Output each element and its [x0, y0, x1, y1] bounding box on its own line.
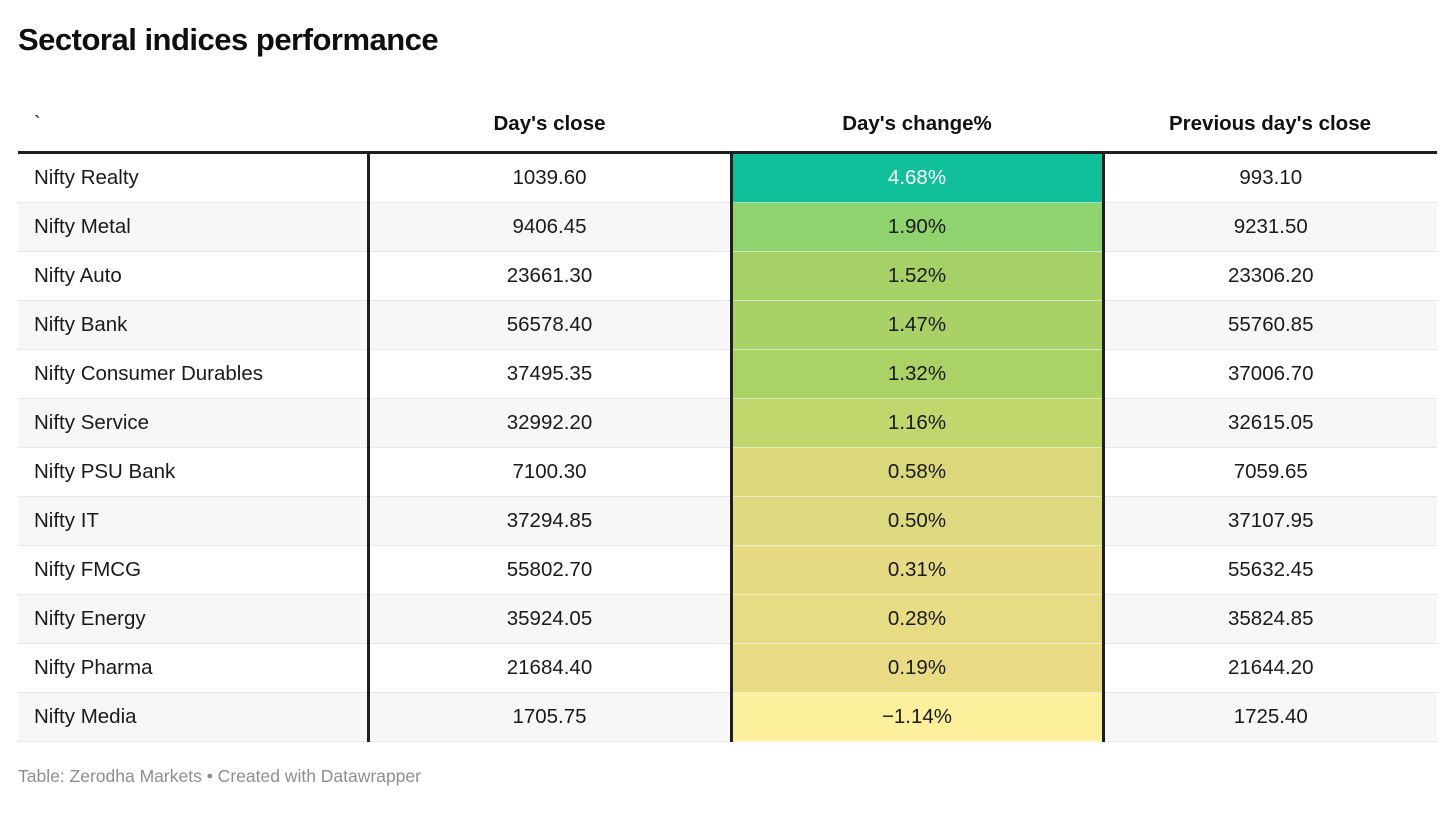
- days-change-cell: 1.47%: [729, 300, 1105, 350]
- column-header-index: `: [18, 104, 368, 154]
- days-change-cell: 1.90%: [729, 202, 1105, 252]
- table-row: Nifty Metal 9406.45 1.90% 9231.50: [18, 202, 1437, 252]
- days-change-cell: 1.52%: [729, 251, 1105, 301]
- previous-close-cell: 993.10: [1103, 152, 1437, 203]
- column-header-days-change: Day's change%: [731, 104, 1103, 154]
- table-row: Nifty Consumer Durables 37495.35 1.32% 3…: [18, 349, 1437, 399]
- days-close-cell: 1705.75: [368, 692, 731, 742]
- days-change-cell: −1.14%: [729, 692, 1105, 742]
- table-row: Nifty Service 32992.20 1.16% 32615.05: [18, 398, 1437, 448]
- days-close-cell: 21684.40: [368, 643, 731, 693]
- days-change-cell: 1.16%: [729, 398, 1105, 448]
- days-close-cell: 9406.45: [368, 202, 731, 252]
- previous-close-cell: 55760.85: [1103, 300, 1437, 350]
- previous-close-cell: 1725.40: [1103, 692, 1437, 742]
- previous-close-cell: 55632.45: [1103, 545, 1437, 595]
- table-row: Nifty Bank 56578.40 1.47% 55760.85: [18, 300, 1437, 350]
- days-close-cell: 32992.20: [368, 398, 731, 448]
- previous-close-cell: 35824.85: [1103, 594, 1437, 644]
- table-row: Nifty FMCG 55802.70 0.31% 55632.45: [18, 545, 1437, 595]
- table-body: Nifty Realty 1039.60 4.68% 993.10 Nifty …: [18, 152, 1437, 742]
- days-change-cell: 0.31%: [729, 545, 1105, 595]
- table-row: Nifty Energy 35924.05 0.28% 35824.85: [18, 594, 1437, 644]
- table-row: Nifty PSU Bank 7100.30 0.58% 7059.65: [18, 447, 1437, 497]
- table-row: Nifty Auto 23661.30 1.52% 23306.20: [18, 251, 1437, 301]
- previous-close-cell: 23306.20: [1103, 251, 1437, 301]
- previous-close-cell: 9231.50: [1103, 202, 1437, 252]
- index-name-cell: Nifty Auto: [18, 251, 370, 301]
- days-close-cell: 37294.85: [368, 496, 731, 546]
- days-close-cell: 7100.30: [368, 447, 731, 497]
- index-name-cell: Nifty IT: [18, 496, 370, 546]
- previous-close-cell: 37006.70: [1103, 349, 1437, 399]
- column-header-previous-close: Previous day's close: [1103, 104, 1437, 154]
- previous-close-cell: 7059.65: [1103, 447, 1437, 497]
- days-change-cell: 0.50%: [729, 496, 1105, 546]
- column-header-days-close: Day's close: [368, 104, 731, 154]
- index-name-cell: Nifty Energy: [18, 594, 370, 644]
- table-header-row: ` Day's close Day's change% Previous day…: [18, 104, 1437, 154]
- days-close-cell: 55802.70: [368, 545, 731, 595]
- days-close-cell: 1039.60: [368, 152, 731, 203]
- table-row: Nifty Pharma 21684.40 0.19% 21644.20: [18, 643, 1437, 693]
- days-close-cell: 35924.05: [368, 594, 731, 644]
- sectoral-indices-table: ` Day's close Day's change% Previous day…: [18, 104, 1437, 742]
- page-title: Sectoral indices performance: [18, 22, 439, 57]
- table-row: Nifty Realty 1039.60 4.68% 993.10: [18, 152, 1437, 203]
- index-name-cell: Nifty PSU Bank: [18, 447, 370, 497]
- days-change-cell: 0.19%: [729, 643, 1105, 693]
- days-close-cell: 37495.35: [368, 349, 731, 399]
- index-name-cell: Nifty Bank: [18, 300, 370, 350]
- days-close-cell: 23661.30: [368, 251, 731, 301]
- index-name-cell: Nifty Pharma: [18, 643, 370, 693]
- table-credit: Table: Zerodha Markets • Created with Da…: [18, 766, 421, 786]
- previous-close-cell: 21644.20: [1103, 643, 1437, 693]
- index-name-cell: Nifty Media: [18, 692, 370, 742]
- index-name-cell: Nifty Consumer Durables: [18, 349, 370, 399]
- index-name-cell: Nifty Service: [18, 398, 370, 448]
- index-name-cell: Nifty FMCG: [18, 545, 370, 595]
- days-close-cell: 56578.40: [368, 300, 731, 350]
- previous-close-cell: 32615.05: [1103, 398, 1437, 448]
- previous-close-cell: 37107.95: [1103, 496, 1437, 546]
- index-name-cell: Nifty Realty: [18, 152, 370, 203]
- index-name-cell: Nifty Metal: [18, 202, 370, 252]
- days-change-cell: 0.58%: [729, 447, 1105, 497]
- days-change-cell: 4.68%: [729, 152, 1105, 203]
- table-row: Nifty IT 37294.85 0.50% 37107.95: [18, 496, 1437, 546]
- days-change-cell: 0.28%: [729, 594, 1105, 644]
- table-row: Nifty Media 1705.75 −1.14% 1725.40: [18, 692, 1437, 742]
- days-change-cell: 1.32%: [729, 349, 1105, 399]
